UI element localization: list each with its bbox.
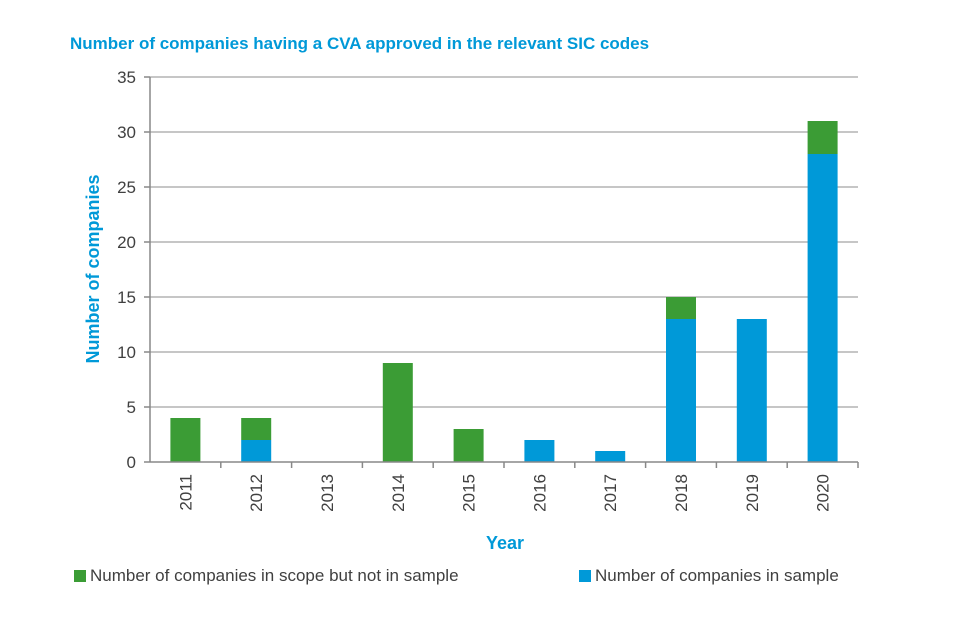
x-tick-label: 2018	[672, 474, 691, 512]
legend-item-in-sample: Number of companies in sample	[579, 566, 839, 586]
bar-2020-not-in-sample	[807, 121, 838, 154]
bar-2012-not-in-sample	[241, 418, 272, 440]
y-tick-label: 5	[127, 398, 136, 417]
legend-swatch-blue	[579, 570, 591, 582]
bar-2016-in-sample	[524, 440, 555, 462]
y-tick-label: 10	[117, 343, 136, 362]
x-tick-labels: 2011 2012 2013 2014 2015 2016 2017 2018 2019 2020	[176, 474, 832, 512]
y-tick-label: 25	[117, 178, 136, 197]
bar-2017-in-sample	[595, 451, 626, 462]
bar-2011-not-in-sample	[170, 418, 201, 462]
bar-2019-in-sample	[736, 319, 767, 462]
x-tick-label: 2016	[530, 474, 549, 512]
bar-2018-not-in-sample	[666, 297, 696, 319]
legend-swatch-green	[74, 570, 86, 582]
y-tick-label: 35	[117, 68, 136, 87]
legend-item-not-in-sample: Number of companies in scope but not in …	[74, 566, 459, 586]
x-tick-label: 2012	[247, 474, 266, 512]
x-tick-label: 2013	[318, 474, 337, 512]
y-tick-label: 20	[117, 233, 136, 252]
legend-label-not-in-sample: Number of companies in scope but not in …	[90, 566, 459, 585]
y-tick-label: 0	[127, 453, 136, 472]
bar-2015-not-in-sample	[453, 429, 484, 462]
bars	[170, 121, 838, 462]
x-tick-label: 2014	[389, 474, 408, 512]
chart-title: Number of companies having a CVA approve…	[70, 34, 650, 53]
legend-label-in-sample: Number of companies in sample	[595, 566, 839, 585]
y-axis-label: Number of companies	[83, 174, 103, 363]
bar-2012-in-sample	[241, 440, 272, 462]
y-tick-label: 30	[117, 123, 136, 142]
x-tick-label: 2017	[601, 474, 620, 512]
x-tick-label: 2015	[460, 474, 479, 512]
x-tick-label: 2019	[743, 474, 762, 512]
x-tick-label: 2011	[176, 474, 195, 511]
x-tick-label: 2020	[814, 474, 833, 512]
y-tick-labels: 0 5 10 15 20 25 30 35	[117, 68, 136, 472]
bar-2020-in-sample	[807, 154, 838, 462]
y-tick-label: 15	[117, 288, 136, 307]
bar-2018-in-sample	[666, 319, 696, 462]
bar-2014-not-in-sample	[382, 363, 413, 462]
x-axis-label: Year	[486, 533, 524, 553]
